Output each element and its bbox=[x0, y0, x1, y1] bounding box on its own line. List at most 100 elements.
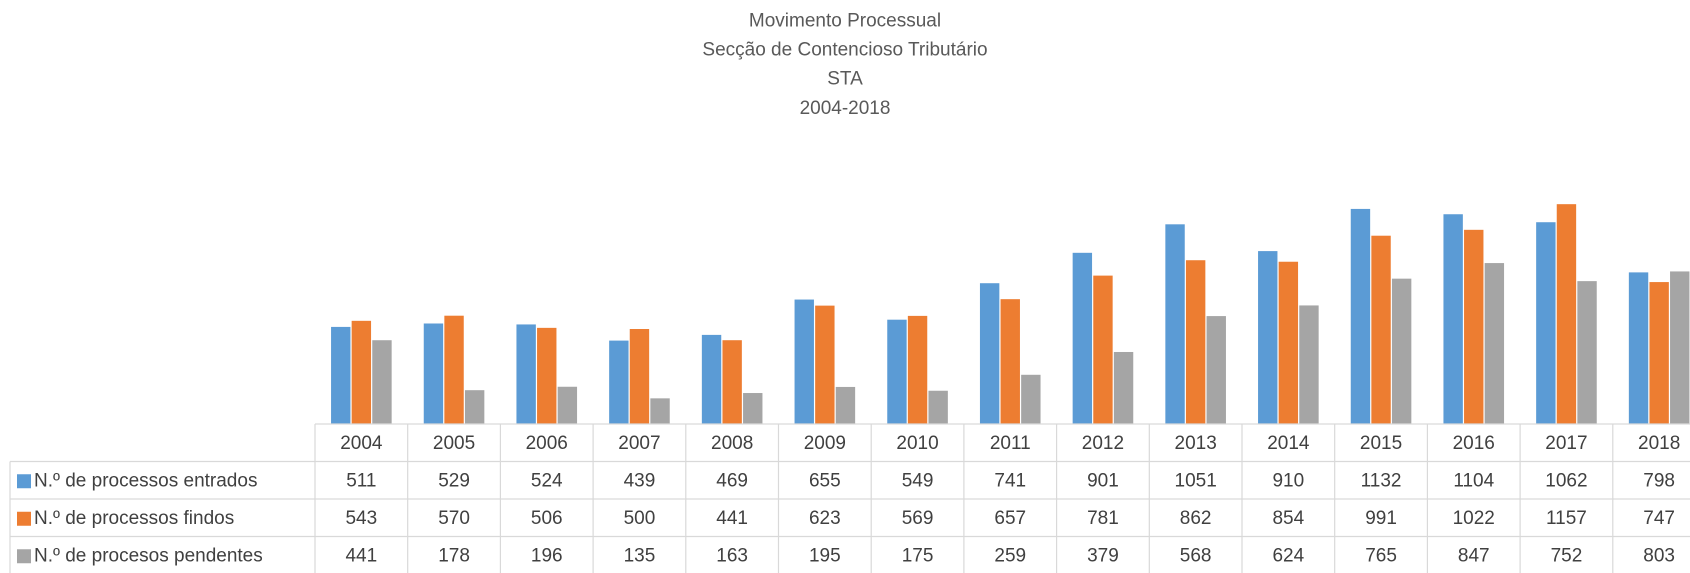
table-value: 570 bbox=[438, 508, 470, 529]
legend-key bbox=[17, 511, 31, 526]
bar bbox=[1556, 204, 1577, 424]
bar bbox=[722, 340, 742, 424]
legend-label: N.º de processos findos bbox=[34, 508, 234, 529]
bar bbox=[1093, 275, 1113, 424]
table-value: 568 bbox=[1180, 545, 1212, 566]
chart-title: Secção de Contencioso Tributário bbox=[702, 40, 987, 61]
table-value: 1132 bbox=[1361, 470, 1402, 491]
table-value: 469 bbox=[716, 470, 748, 491]
bar bbox=[650, 398, 670, 424]
table-value: 543 bbox=[345, 508, 377, 529]
bar bbox=[629, 329, 650, 424]
table-value: 901 bbox=[1087, 470, 1119, 491]
table-value: 1062 bbox=[1545, 470, 1587, 491]
table-value: 506 bbox=[531, 508, 563, 529]
bar bbox=[1443, 214, 1463, 424]
x-tick-label: 2009 bbox=[804, 433, 846, 454]
table-value: 500 bbox=[624, 508, 656, 529]
table-value: 441 bbox=[716, 508, 748, 529]
bar bbox=[1649, 282, 1669, 424]
table-value: 549 bbox=[902, 470, 934, 491]
bar bbox=[1206, 316, 1226, 424]
bar bbox=[1113, 351, 1134, 424]
x-tick-label: 2017 bbox=[1545, 433, 1587, 454]
bar bbox=[887, 319, 907, 424]
bar bbox=[537, 327, 557, 424]
table-value: 910 bbox=[1272, 470, 1304, 491]
x-tick-label: 2010 bbox=[896, 433, 938, 454]
x-tick-label: 2008 bbox=[711, 433, 753, 454]
bar bbox=[815, 305, 835, 424]
bar bbox=[701, 334, 722, 424]
bar bbox=[331, 326, 351, 424]
bar bbox=[372, 340, 392, 424]
bar bbox=[1628, 272, 1649, 424]
table-value: 441 bbox=[345, 545, 377, 566]
table-value: 259 bbox=[994, 545, 1026, 566]
bar bbox=[1072, 252, 1093, 424]
bar bbox=[1371, 235, 1391, 424]
table-value: 1022 bbox=[1453, 508, 1495, 529]
table-value: 847 bbox=[1458, 545, 1490, 566]
bar bbox=[423, 323, 444, 424]
bar bbox=[979, 283, 1000, 424]
bar bbox=[464, 390, 485, 424]
bar bbox=[1165, 224, 1185, 424]
table-value: 741 bbox=[994, 470, 1026, 491]
table-value: 854 bbox=[1272, 508, 1304, 529]
table-value: 624 bbox=[1272, 545, 1304, 566]
bar bbox=[835, 386, 856, 424]
x-tick-label: 2012 bbox=[1082, 433, 1124, 454]
bar bbox=[907, 315, 928, 424]
table-value: 657 bbox=[994, 508, 1026, 529]
table-value: 163 bbox=[716, 545, 748, 566]
bar bbox=[1021, 374, 1041, 424]
x-tick-label: 2016 bbox=[1453, 433, 1495, 454]
bar bbox=[1464, 229, 1484, 424]
chart-title: STA bbox=[827, 69, 863, 90]
bar bbox=[1670, 271, 1690, 424]
table-value: 781 bbox=[1087, 508, 1119, 529]
table-value: 195 bbox=[809, 545, 841, 566]
bar bbox=[1278, 261, 1299, 424]
bar bbox=[1350, 208, 1371, 424]
table-value: 175 bbox=[902, 545, 934, 566]
table-value: 511 bbox=[346, 470, 376, 491]
bar bbox=[1185, 260, 1206, 424]
table-value: 569 bbox=[902, 508, 934, 529]
bar bbox=[1391, 278, 1412, 424]
table-value: 752 bbox=[1551, 545, 1583, 566]
bar bbox=[1536, 222, 1556, 424]
legend-key bbox=[17, 474, 31, 489]
x-tick-label: 2006 bbox=[526, 433, 568, 454]
table-value: 1104 bbox=[1453, 470, 1494, 491]
table-value: 765 bbox=[1365, 545, 1397, 566]
bar bbox=[444, 315, 464, 424]
bar bbox=[351, 320, 372, 424]
bar bbox=[1299, 305, 1319, 424]
table-value: 135 bbox=[624, 545, 656, 566]
bar bbox=[516, 324, 536, 424]
bar bbox=[1484, 263, 1505, 424]
legend-key bbox=[17, 549, 31, 564]
table-value: 524 bbox=[531, 470, 563, 491]
x-tick-label: 2015 bbox=[1360, 433, 1402, 454]
table-value: 623 bbox=[809, 508, 841, 529]
bar bbox=[1577, 281, 1597, 424]
x-tick-label: 2007 bbox=[618, 433, 660, 454]
legend-label: N.º de procesos pendentes bbox=[34, 545, 263, 566]
table-value: 178 bbox=[438, 545, 470, 566]
x-tick-label: 2011 bbox=[990, 433, 1031, 454]
table-value: 655 bbox=[809, 470, 841, 491]
x-tick-label: 2013 bbox=[1175, 433, 1217, 454]
table-value: 196 bbox=[531, 545, 563, 566]
x-tick-label: 2014 bbox=[1267, 433, 1310, 454]
table-value: 862 bbox=[1180, 508, 1212, 529]
table-value: 379 bbox=[1087, 545, 1119, 566]
table-value: 529 bbox=[438, 470, 470, 491]
bar bbox=[794, 299, 814, 424]
x-tick-label: 2018 bbox=[1638, 433, 1680, 454]
bar bbox=[1258, 251, 1278, 424]
chart-title: 2004-2018 bbox=[800, 98, 891, 119]
